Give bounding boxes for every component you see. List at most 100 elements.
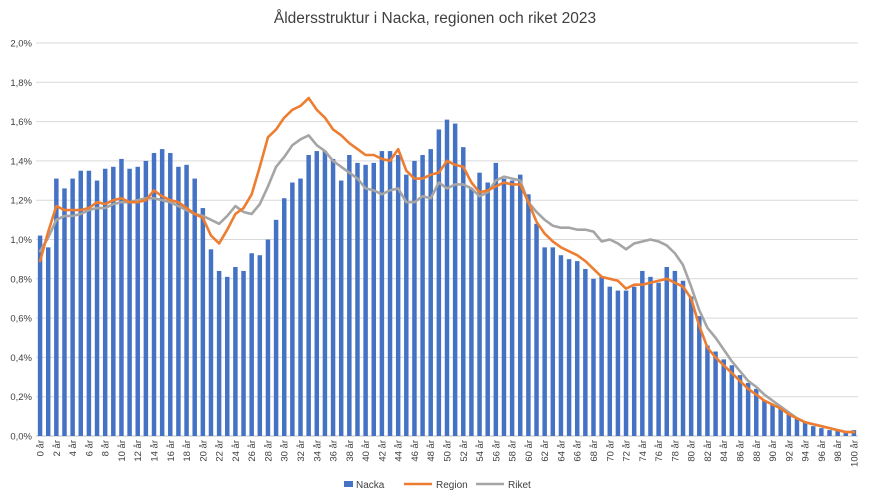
bar-nacka: [111, 166, 116, 437]
bar-nacka: [225, 276, 230, 436]
bar-nacka: [127, 168, 132, 436]
y-tick-label: 1,0%: [10, 235, 32, 246]
y-tick-label: 1,8%: [10, 78, 32, 89]
x-tick-label: 32 år: [296, 440, 307, 462]
bar-nacka: [298, 178, 303, 436]
x-tick-label: 88 år: [752, 440, 763, 462]
bar-nacka: [770, 404, 775, 436]
x-tick-label: 8 år: [101, 440, 112, 456]
bar-nacka: [86, 170, 92, 436]
bar-nacka: [493, 162, 499, 437]
bar-nacka: [631, 286, 637, 436]
bar-nacka: [835, 430, 840, 436]
bar-nacka: [54, 178, 59, 436]
bar-nacka: [314, 151, 320, 436]
bar-nacka: [664, 267, 669, 436]
bar-nacka: [705, 345, 710, 436]
y-tick-label: 0,8%: [10, 274, 32, 285]
x-tick-label: 100 år: [849, 440, 860, 467]
bar-nacka: [615, 290, 621, 436]
bar-nacka: [355, 162, 360, 437]
x-tick-label: 74 år: [638, 440, 649, 462]
legend: Nacka Region Riket: [344, 480, 531, 491]
bar-nacka: [151, 153, 157, 437]
x-tick-label: 2 år: [52, 440, 63, 456]
bar-nacka: [290, 182, 295, 436]
bar-nacka: [281, 198, 287, 436]
bar-nacka: [477, 172, 482, 436]
y-tick-label: 0,0%: [10, 432, 32, 443]
bar-nacka: [45, 247, 51, 436]
bar-nacka: [78, 170, 84, 436]
bar-nacka: [501, 178, 507, 436]
x-tick-label: 76 år: [654, 440, 665, 462]
bar-nacka: [754, 388, 759, 436]
legend-swatch-nacka: [344, 481, 353, 487]
x-tick-label: 70 år: [605, 440, 616, 462]
bar-nacka: [599, 276, 604, 436]
bar-nacka: [518, 174, 523, 436]
y-tick-label: 1,4%: [10, 156, 32, 167]
bar-nacka: [509, 180, 515, 436]
bar-nacka: [135, 166, 140, 437]
x-tick-label: 72 år: [622, 440, 633, 462]
x-tick-label: 18 år: [182, 440, 193, 462]
bar-nacka: [192, 178, 197, 436]
bar-nacka: [745, 382, 751, 436]
bar-nacka: [461, 147, 466, 436]
x-tick-label: 82 år: [703, 440, 714, 462]
x-tick-label: 34 år: [312, 440, 323, 462]
x-tick-label: 12 år: [133, 440, 144, 462]
x-tick-label: 10 år: [117, 440, 128, 462]
bar-nacka: [688, 296, 694, 436]
x-tick-label: 66 år: [573, 440, 584, 462]
y-tick-label: 0,4%: [10, 353, 32, 364]
x-tick-label: 0 år: [36, 440, 47, 456]
y-tick-label: 2,0%: [10, 39, 32, 50]
bar-nacka: [827, 430, 832, 436]
x-tick-label: 48 år: [426, 440, 437, 462]
bar-nacka: [363, 164, 368, 436]
bars-nacka: [37, 119, 857, 437]
bar-nacka: [176, 166, 181, 437]
bar-nacka: [648, 276, 653, 436]
bar-nacka: [526, 194, 531, 436]
bar-nacka: [786, 414, 792, 436]
x-tick-label: 4 år: [68, 440, 79, 456]
x-tick-label: 80 år: [687, 440, 698, 462]
bar-nacka: [452, 123, 458, 436]
x-tick-label: 58 år: [508, 440, 519, 462]
x-tick-label: 16 år: [166, 440, 177, 462]
bar-nacka: [306, 155, 311, 436]
bar-nacka: [37, 235, 43, 436]
legend-label-nacka: Nacka: [356, 480, 385, 491]
bar-nacka: [168, 153, 173, 437]
x-tick-label: 84 år: [719, 440, 730, 462]
x-tick-label: 64 år: [556, 440, 567, 462]
x-tick-label: 30 år: [280, 440, 291, 462]
bar-nacka: [623, 290, 629, 436]
x-tick-label: 90 år: [768, 440, 779, 462]
x-tick-label: 24 år: [231, 440, 242, 462]
bar-nacka: [640, 270, 645, 436]
x-tick-label: 52 år: [459, 440, 470, 462]
x-tick-label: 98 år: [833, 440, 844, 462]
bar-nacka: [208, 249, 214, 436]
x-tick-label: 46 år: [410, 440, 421, 462]
x-tick-label: 36 år: [329, 440, 340, 462]
x-tick-label: 20 år: [198, 440, 209, 462]
x-tick-label: 94 år: [801, 440, 812, 462]
bar-nacka: [412, 160, 417, 436]
bar-nacka: [444, 119, 450, 436]
x-tick-label: 42 år: [377, 440, 388, 462]
x-tick-label: 96 år: [817, 440, 828, 462]
y-tick-label: 0,2%: [10, 392, 32, 403]
bar-nacka: [200, 208, 206, 436]
bar-nacka: [810, 426, 816, 436]
bar-nacka: [428, 149, 433, 437]
bar-nacka: [62, 188, 67, 436]
bar-nacka: [778, 408, 783, 436]
bar-nacka: [721, 359, 726, 436]
bar-nacka: [347, 155, 352, 436]
